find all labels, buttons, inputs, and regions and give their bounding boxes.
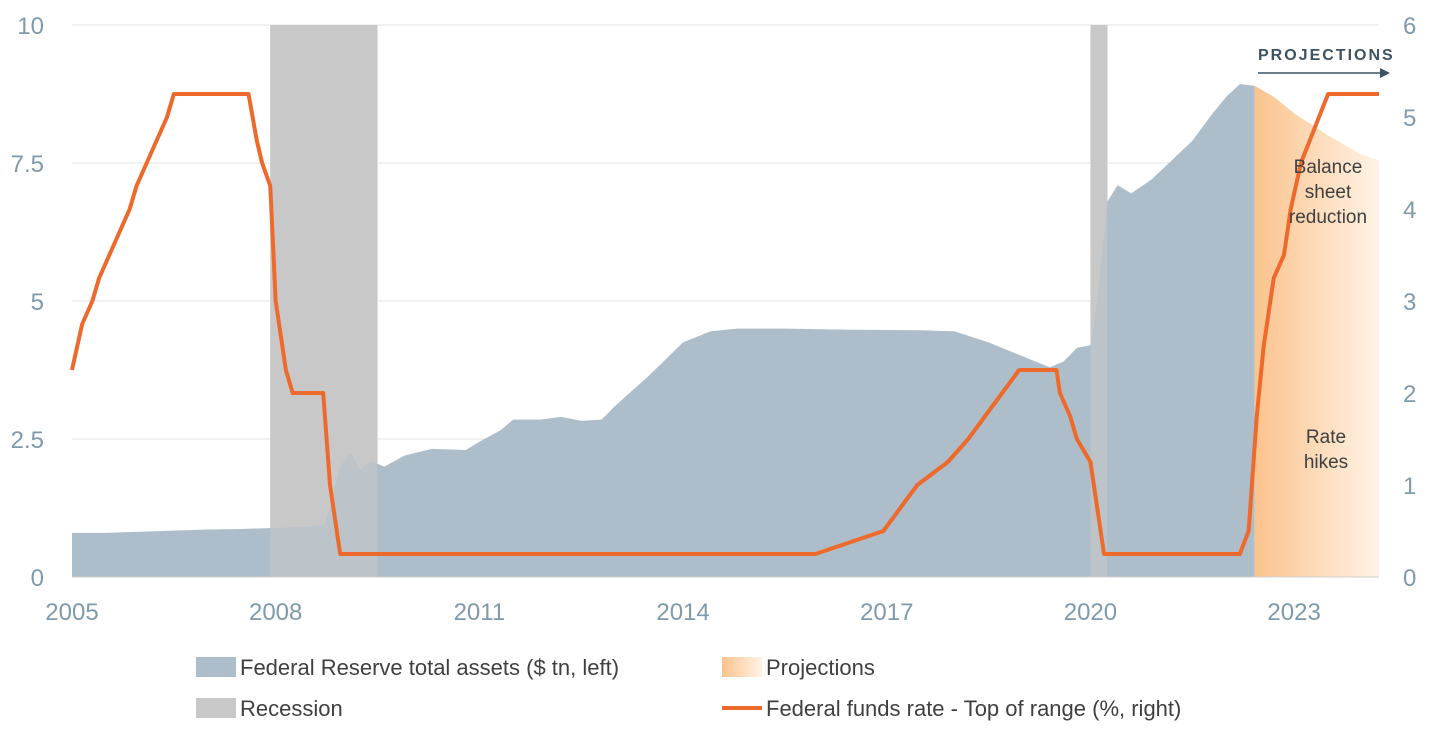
right-tick-label: 2 — [1403, 381, 1416, 408]
right-tick-label: 5 — [1403, 105, 1416, 132]
legend-swatch-recession — [196, 698, 236, 718]
recession-band-overlay — [270, 25, 378, 577]
balance-sheet-annotation-line-1: Balance — [1294, 157, 1363, 178]
left-tick-label: 5 — [31, 289, 44, 316]
x-tick-label: 2017 — [860, 599, 913, 626]
right-tick-label: 3 — [1403, 289, 1416, 316]
legend-swatch-projections — [722, 657, 762, 677]
legend-label-assets: Federal Reserve total assets ($ tn, left… — [240, 655, 619, 680]
x-tick-label: 2005 — [45, 599, 98, 626]
legend-label-projections: Projections — [766, 655, 875, 680]
left-tick-label: 10 — [17, 13, 44, 40]
assets-area — [72, 84, 1255, 578]
right-tick-label: 6 — [1403, 13, 1416, 40]
x-tick-label: 2008 — [249, 599, 302, 626]
rate-hikes-annotation-line-1: Rate — [1306, 427, 1346, 448]
projections-header: PROJECTIONS — [1258, 47, 1395, 64]
x-axis-ticks: 2005 2008 2011 2014 2017 2020 2023 — [45, 599, 1321, 626]
left-tick-label: 7.5 — [11, 151, 44, 178]
rate-hikes-annotation-line-2: hikes — [1304, 452, 1348, 473]
legend-label-rate: Federal funds rate - Top of range (%, ri… — [766, 696, 1181, 721]
legend: Federal Reserve total assets ($ tn, left… — [196, 655, 1181, 721]
right-tick-label: 1 — [1403, 473, 1416, 500]
projection-area — [1254, 85, 1379, 577]
right-tick-label: 0 — [1403, 565, 1416, 592]
legend-swatch-assets — [196, 657, 236, 677]
legend-label-recession: Recession — [240, 696, 343, 721]
right-tick-label: 4 — [1403, 197, 1416, 224]
rate-line — [70, 92, 1379, 556]
balance-sheet-annotation-line-3: reduction — [1289, 207, 1367, 228]
balance-sheet-annotation-line-2: sheet — [1305, 182, 1352, 203]
left-axis-ticks: 0 2.5 5 7.5 10 — [11, 13, 44, 592]
recession-band-overlay — [1090, 25, 1108, 577]
x-tick-label: 2023 — [1267, 599, 1320, 626]
left-tick-label: 2.5 — [11, 427, 44, 454]
left-tick-label: 0 — [31, 565, 44, 592]
x-tick-label: 2020 — [1064, 599, 1117, 626]
recession-bands-overlay — [270, 25, 1108, 577]
x-tick-label: 2014 — [656, 599, 709, 626]
right-axis-ticks: 0 1 2 3 4 5 6 — [1403, 13, 1416, 592]
projections-arrow-head — [1380, 68, 1390, 78]
x-tick-label: 2011 — [454, 599, 506, 626]
